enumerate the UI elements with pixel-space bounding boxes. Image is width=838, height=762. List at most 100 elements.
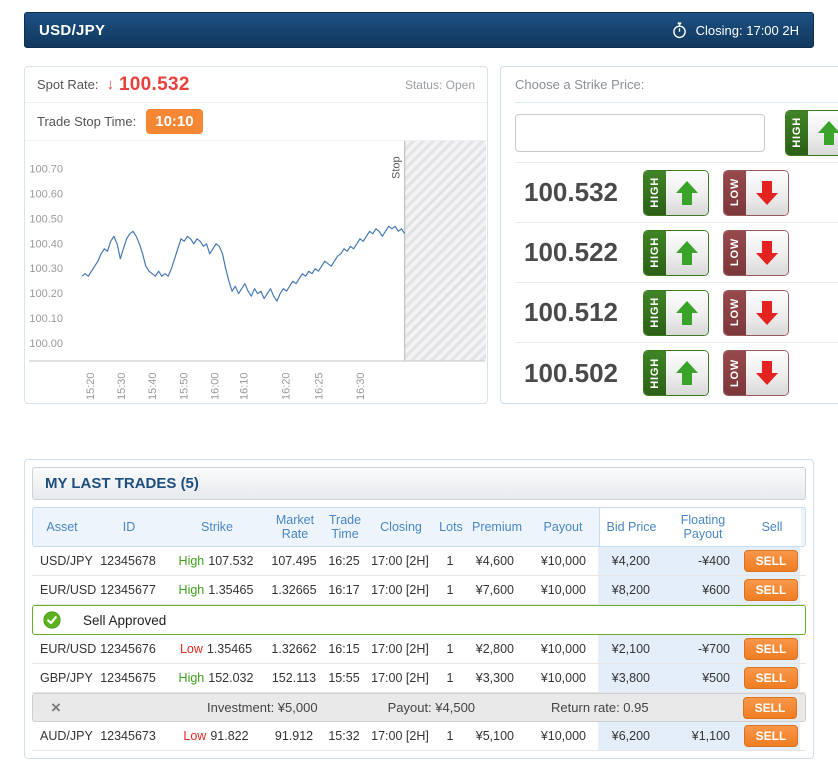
high-label: HIGH <box>649 297 661 328</box>
trade-floating-payout: ¥600 <box>662 576 742 604</box>
svg-text:15:50: 15:50 <box>178 372 190 400</box>
high-button[interactable]: HIGH <box>643 229 709 276</box>
svg-text:16:25: 16:25 <box>314 372 326 400</box>
strike-price-value: 100.512 <box>524 297 618 327</box>
close-detail-icon[interactable]: × <box>51 697 61 717</box>
closing-label: Closing: 17:00 2H <box>695 22 799 38</box>
pair-header-bar: USD/JPY Closing: 17:00 2H <box>24 12 814 48</box>
trades-panel-title: MY LAST TRADES (5) <box>32 467 806 500</box>
column-header-floating-payout: Floating Payout <box>663 508 743 546</box>
trade-direction: High <box>178 583 205 597</box>
trade-row: USD/JPY 12345678 High 107.532 107.495 16:25 17… <box>32 547 806 576</box>
high-tab: HIGH <box>644 290 666 335</box>
trade-row: EUR/USD 12345677 High 1.35465 1.32665 16:17 17… <box>32 576 806 605</box>
sell-button[interactable]: SELL <box>744 667 798 689</box>
sell-button[interactable]: SELL <box>744 725 798 747</box>
low-arrow-icon <box>746 351 788 395</box>
trade-direction: Low <box>179 642 203 656</box>
detail-payout: Payout: ¥4,500 <box>387 700 476 715</box>
trade-asset: USD/JPY <box>40 554 93 568</box>
trade-floating-payout: ¥1,100 <box>662 722 742 750</box>
trade-strike: High 107.532 <box>166 547 266 575</box>
sell-approved-banner: Sell Approved <box>32 605 806 635</box>
spot-rate-row: Spot Rate: ↓ 100.532 Status: Open <box>25 67 487 103</box>
trade-time: 15:32 <box>328 729 360 743</box>
trade-asset: EUR/USD <box>40 642 97 656</box>
sell-button[interactable]: SELL <box>743 696 797 719</box>
trade-strike-value: 91.822 <box>210 729 249 743</box>
high-button[interactable]: HIGH <box>643 289 709 336</box>
trade-id: 12345673 <box>100 729 156 743</box>
sell-button[interactable]: SELL <box>744 550 798 572</box>
spot-rate-value: 100.532 <box>118 73 190 95</box>
column-header-trade-time: Trade Time <box>328 512 362 541</box>
trade-time: 16:15 <box>328 642 360 656</box>
low-button[interactable]: LOW <box>723 350 789 396</box>
high-label: HIGH <box>649 237 661 268</box>
trade-bid-price: ¥4,200 <box>598 547 662 575</box>
svg-text:16:10: 16:10 <box>239 372 251 400</box>
column-header-payout: Payout <box>543 519 583 534</box>
trade-time: 16:17 <box>328 583 360 597</box>
high-arrow-icon <box>666 230 708 275</box>
strike-row: 100.532 HIGH LOW <box>515 163 838 223</box>
trade-detail-row: × Investment: ¥5,000 Payout: ¥4,500 Return … <box>32 693 806 722</box>
low-label: LOW <box>729 178 741 207</box>
trade-asset: AUD/JPY <box>40 729 93 743</box>
trade-premium: ¥4,600 <box>475 554 514 568</box>
low-tab: LOW <box>724 230 746 275</box>
high-button[interactable]: HIGH <box>643 169 709 216</box>
sell-button[interactable]: SELL <box>744 638 798 660</box>
trades-table: Asset ID Strike Market Rate Trade Time Closin… <box>32 507 806 751</box>
low-label: LOW <box>729 298 741 327</box>
trade-row: GBP/JPY 12345675 High 152.032 152.113 15:55 17… <box>32 664 806 693</box>
strike-row: 100.522 HIGH LOW <box>515 223 838 283</box>
trade-time: 15:55 <box>328 671 360 685</box>
trade-lots: 1 <box>446 583 454 597</box>
price-chart: 100.70 100.60 100.50 100.40 100.30 100.20 100.… <box>25 141 487 403</box>
strike-price-value: 100.502 <box>524 357 618 388</box>
trade-closing: 17:00 [2H] <box>371 729 429 743</box>
trade-lots: 1 <box>446 554 454 568</box>
trade-market-rate: 91.912 <box>274 729 314 743</box>
column-header-strike: Strike <box>201 519 233 534</box>
high-button[interactable]: HIGH <box>643 350 709 396</box>
strike-price-input[interactable] <box>515 113 765 152</box>
trade-sell-cell: SELL <box>742 576 800 604</box>
trade-strike: Low 91.822 <box>166 722 266 750</box>
custom-strike-row: HIGH LOW <box>515 103 838 163</box>
high-arrow-icon <box>808 110 838 155</box>
trade-premium: ¥7,600 <box>475 583 514 597</box>
svg-text:100.70: 100.70 <box>29 163 63 175</box>
trade-bid-price: ¥8,200 <box>598 576 662 604</box>
trade-closing: 17:00 [2H] <box>371 671 429 685</box>
trade-strike: High 152.032 <box>166 664 266 692</box>
svg-text:Stop: Stop <box>391 156 403 179</box>
strike-price-value: 100.532 <box>524 177 618 207</box>
trade-direction: Low <box>183 729 207 743</box>
svg-text:16:30: 16:30 <box>355 372 367 400</box>
low-button[interactable]: LOW <box>723 289 789 336</box>
trade-id: 12345675 <box>100 671 156 685</box>
svg-text:100.30: 100.30 <box>29 263 63 275</box>
trade-row: AUD/JPY 12345673 Low 91.822 91.912 15:32 17:00… <box>32 722 806 751</box>
trade-strike-value: 107.532 <box>208 554 254 568</box>
sell-approved-text: Sell Approved <box>83 612 167 628</box>
low-button[interactable]: LOW <box>723 229 789 276</box>
low-button[interactable]: LOW <box>723 169 789 216</box>
column-header-market-rate: Market Rate <box>275 512 315 541</box>
trade-strike: Low 1.35465 <box>166 635 266 663</box>
closing-info: Closing: 17:00 2H <box>671 21 799 39</box>
trades-panel: MY LAST TRADES (5) Asset ID Strike Market R… <box>24 459 814 759</box>
high-button[interactable]: HIGH <box>785 109 838 156</box>
trade-id: 12345678 <box>100 554 156 568</box>
strike-panel: Choose a Strike Price: HIGH LOW <box>500 66 838 404</box>
column-header-id: ID <box>122 519 136 534</box>
strike-row: 100.502 HIGH LOW <box>515 343 838 403</box>
market-panel: Spot Rate: ↓ 100.532 Status: Open Trade … <box>24 66 488 404</box>
check-circle-icon <box>43 611 61 629</box>
high-tab: HIGH <box>644 230 666 275</box>
sell-button[interactable]: SELL <box>744 579 798 601</box>
trade-floating-payout: ¥500 <box>662 664 742 692</box>
trade-id: 12345677 <box>100 583 156 597</box>
